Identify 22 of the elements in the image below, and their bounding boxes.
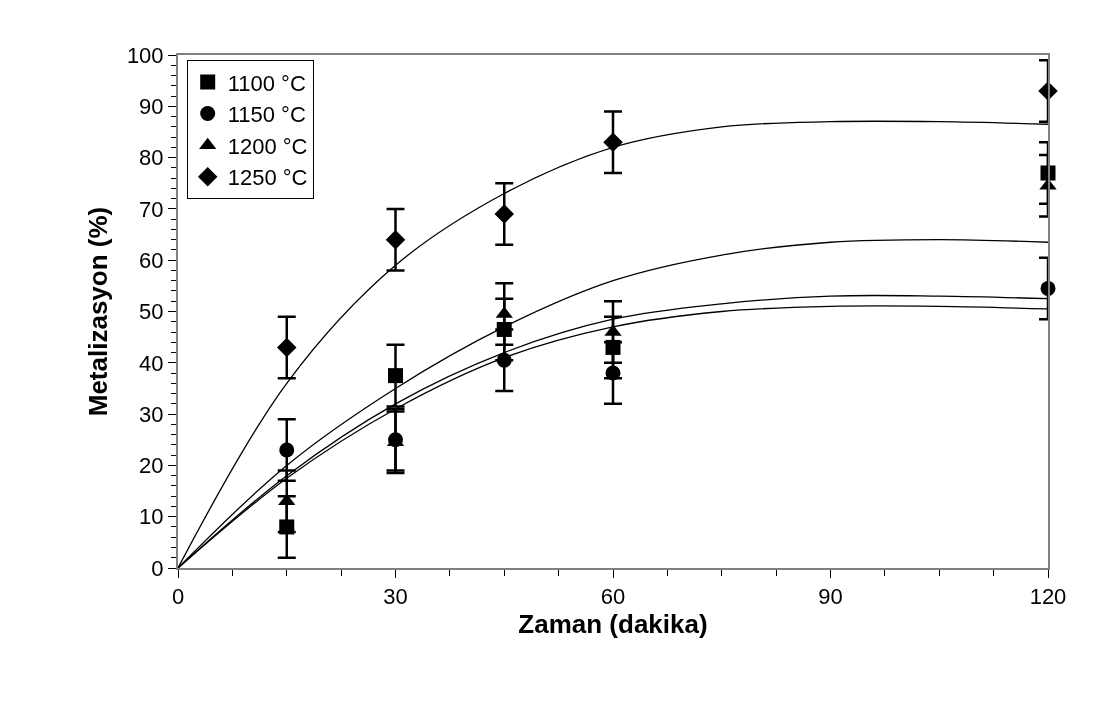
x-tick-label: 60 <box>600 584 626 610</box>
y-tick-label: 90 <box>139 94 164 119</box>
x-tick-label: 0 <box>171 584 185 610</box>
y-tick-label: 60 <box>139 247 164 273</box>
legend-label: 1150 °C <box>227 102 306 128</box>
x-tick-label: 90 <box>818 584 843 610</box>
legend-label: 1200 °C <box>227 133 308 159</box>
y-tick-label: 50 <box>139 299 164 325</box>
y-tick-label: 70 <box>139 196 164 222</box>
y-tick-label: 40 <box>139 350 164 376</box>
y-axis-title: Metalizasyon (%) <box>82 206 113 417</box>
legend-label: 1250 °C <box>227 165 308 191</box>
x-tick-label: 120 <box>1029 584 1067 610</box>
y-tick-label: 20 <box>139 453 164 479</box>
y-tick-label: 0 <box>151 555 164 581</box>
x-tick-label: 30 <box>383 584 408 610</box>
x-axis-title: Zaman (dakika) <box>518 609 708 640</box>
y-tick-label: 80 <box>139 145 164 171</box>
y-tick-label: 30 <box>139 401 164 427</box>
legend-label: 1100 °C <box>227 70 306 96</box>
y-tick-label: 100 <box>126 42 164 68</box>
y-tick-label: 10 <box>139 504 164 530</box>
